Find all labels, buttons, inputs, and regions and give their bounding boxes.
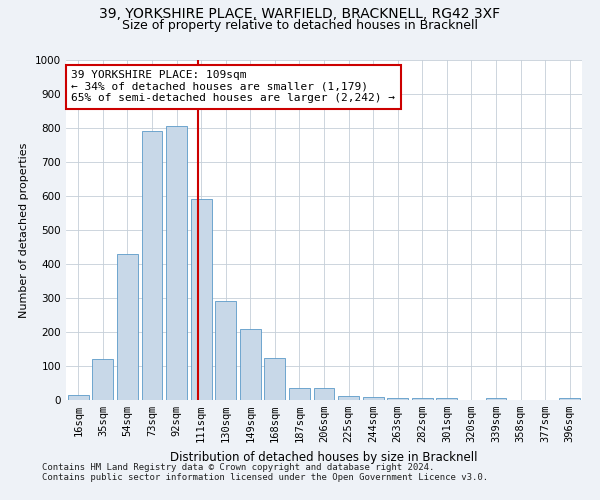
Bar <box>215 302 236 400</box>
Bar <box>68 395 89 400</box>
Bar <box>485 398 506 400</box>
Bar <box>289 388 310 400</box>
Y-axis label: Number of detached properties: Number of detached properties <box>19 142 29 318</box>
Bar <box>240 328 261 400</box>
Text: 39 YORKSHIRE PLACE: 109sqm
← 34% of detached houses are smaller (1,179)
65% of s: 39 YORKSHIRE PLACE: 109sqm ← 34% of deta… <box>71 70 395 103</box>
Bar <box>191 200 212 400</box>
Bar <box>559 398 580 400</box>
Bar <box>387 398 408 400</box>
Text: 39, YORKSHIRE PLACE, WARFIELD, BRACKNELL, RG42 3XF: 39, YORKSHIRE PLACE, WARFIELD, BRACKNELL… <box>100 8 500 22</box>
Bar <box>92 359 113 400</box>
Bar <box>314 388 334 400</box>
Text: Contains public sector information licensed under the Open Government Licence v3: Contains public sector information licen… <box>42 472 488 482</box>
Bar <box>436 398 457 400</box>
Text: Size of property relative to detached houses in Bracknell: Size of property relative to detached ho… <box>122 18 478 32</box>
Text: Contains HM Land Registry data © Crown copyright and database right 2024.: Contains HM Land Registry data © Crown c… <box>42 462 434 471</box>
Bar <box>265 358 286 400</box>
Bar <box>142 132 163 400</box>
Bar <box>166 126 187 400</box>
Bar <box>117 254 138 400</box>
Bar <box>338 396 359 400</box>
Bar <box>412 398 433 400</box>
X-axis label: Distribution of detached houses by size in Bracknell: Distribution of detached houses by size … <box>170 450 478 464</box>
Bar <box>362 396 383 400</box>
